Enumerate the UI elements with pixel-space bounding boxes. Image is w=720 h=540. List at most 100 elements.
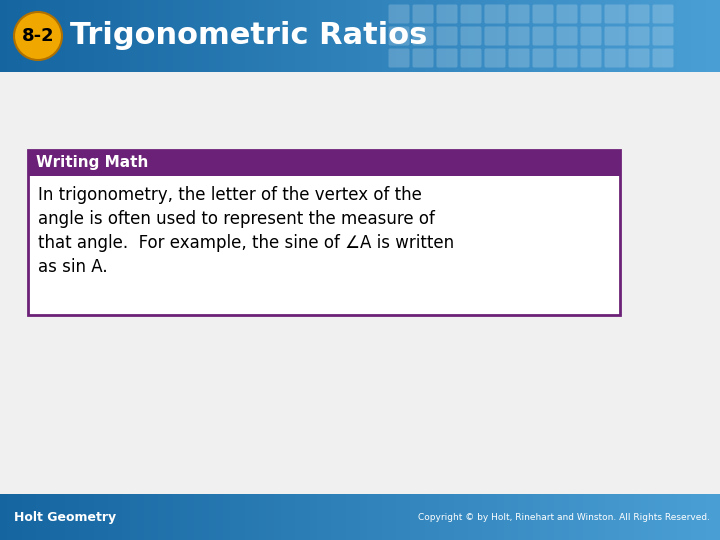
Bar — [569, 494, 577, 540]
Bar — [662, 0, 670, 72]
Bar — [338, 494, 346, 540]
Bar — [590, 0, 598, 72]
Bar — [526, 494, 534, 540]
Bar — [115, 0, 123, 72]
Bar — [79, 494, 87, 540]
Bar — [245, 494, 253, 540]
FancyBboxPatch shape — [508, 26, 529, 45]
FancyBboxPatch shape — [652, 4, 673, 24]
Bar — [576, 494, 584, 540]
Bar — [158, 494, 166, 540]
Bar — [317, 0, 325, 72]
Bar — [295, 0, 303, 72]
Bar — [634, 0, 642, 72]
FancyBboxPatch shape — [413, 4, 433, 24]
Bar — [547, 0, 555, 72]
Bar — [367, 0, 375, 72]
Bar — [288, 0, 296, 72]
Bar — [281, 0, 289, 72]
Bar — [619, 494, 627, 540]
Bar — [670, 0, 678, 72]
FancyBboxPatch shape — [580, 49, 601, 68]
Bar — [612, 494, 620, 540]
Bar — [684, 494, 692, 540]
Bar — [446, 494, 454, 540]
FancyBboxPatch shape — [485, 26, 505, 45]
Bar — [86, 494, 94, 540]
Bar — [655, 494, 663, 540]
Bar — [605, 494, 613, 540]
Bar — [43, 494, 51, 540]
Bar — [468, 0, 476, 72]
Bar — [641, 0, 649, 72]
Bar — [626, 494, 634, 540]
Bar — [187, 0, 195, 72]
Bar — [670, 494, 678, 540]
Bar — [511, 0, 519, 72]
Bar — [346, 494, 354, 540]
Bar — [302, 0, 310, 72]
Bar — [418, 494, 426, 540]
Bar — [310, 0, 318, 72]
Bar — [266, 494, 274, 540]
Bar — [108, 0, 116, 72]
Bar — [540, 0, 548, 72]
Bar — [698, 0, 706, 72]
Bar — [439, 494, 447, 540]
Bar — [252, 494, 260, 540]
Bar — [36, 494, 44, 540]
Text: Writing Math: Writing Math — [36, 156, 148, 171]
Bar — [713, 0, 720, 72]
Bar — [367, 494, 375, 540]
Bar — [482, 494, 490, 540]
FancyBboxPatch shape — [485, 49, 505, 68]
Bar — [454, 0, 462, 72]
Bar — [194, 494, 202, 540]
Bar — [295, 494, 303, 540]
Bar — [324, 0, 332, 72]
Bar — [490, 0, 498, 72]
Bar — [576, 0, 584, 72]
Bar — [648, 0, 656, 72]
Bar — [691, 0, 699, 72]
FancyBboxPatch shape — [436, 4, 457, 24]
Bar — [252, 0, 260, 72]
Bar — [497, 0, 505, 72]
Bar — [137, 494, 145, 540]
Bar — [259, 494, 267, 540]
Bar — [223, 494, 231, 540]
Bar — [94, 494, 102, 540]
Bar — [360, 0, 368, 72]
FancyBboxPatch shape — [413, 49, 433, 68]
Bar — [706, 494, 714, 540]
Bar — [281, 494, 289, 540]
Bar — [187, 494, 195, 540]
FancyBboxPatch shape — [389, 4, 410, 24]
FancyBboxPatch shape — [580, 4, 601, 24]
Bar — [706, 0, 714, 72]
Bar — [29, 0, 37, 72]
Bar — [223, 0, 231, 72]
Bar — [403, 494, 411, 540]
Bar — [619, 0, 627, 72]
Text: In trigonometry, the letter of the vertex of the: In trigonometry, the letter of the verte… — [38, 186, 422, 204]
Text: Holt Geometry: Holt Geometry — [14, 510, 116, 523]
Bar — [504, 494, 512, 540]
FancyBboxPatch shape — [629, 4, 649, 24]
Text: 8-2: 8-2 — [22, 27, 54, 45]
Bar — [288, 494, 296, 540]
Bar — [634, 494, 642, 540]
Bar — [590, 494, 598, 540]
Bar — [36, 0, 44, 72]
Bar — [677, 0, 685, 72]
FancyBboxPatch shape — [580, 26, 601, 45]
Bar — [540, 494, 548, 540]
Bar — [101, 0, 109, 72]
Bar — [324, 494, 332, 540]
Bar — [0, 0, 8, 72]
Bar — [410, 494, 418, 540]
Bar — [202, 494, 210, 540]
Bar — [461, 494, 469, 540]
Bar — [122, 0, 130, 72]
Bar — [28, 150, 620, 176]
